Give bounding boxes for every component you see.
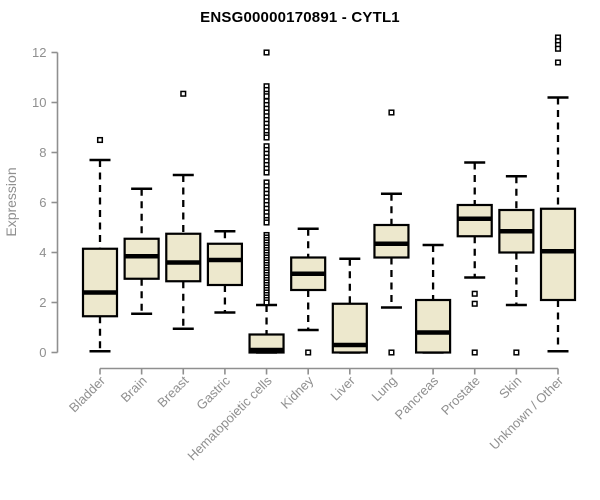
x-tick-label-skin: Skin: [496, 373, 524, 401]
x-tick-label-liver: Liver: [327, 373, 358, 404]
x-tick-label-prostate: Prostate: [438, 373, 483, 418]
box-brain: [123, 237, 160, 280]
y-tick-label: 6: [39, 195, 46, 210]
outlier-hematopoietic-cells: [263, 169, 270, 176]
outlier-breast: [180, 90, 187, 97]
y-tick-label: 8: [39, 145, 46, 160]
outlier-lung: [388, 349, 395, 356]
outlier-bladder: [96, 136, 104, 144]
box-bladder: [81, 247, 119, 318]
outlier-lung: [388, 109, 395, 116]
outlier-hematopoietic-cells: [263, 299, 270, 306]
y-tick-label: 10: [32, 95, 46, 110]
outlier-unknown-other: [554, 45, 562, 52]
x-tick-label-pancreas: Pancreas: [392, 373, 442, 423]
box-gastric: [206, 242, 244, 287]
box-breast: [165, 232, 202, 283]
box-lung: [373, 223, 410, 259]
outlier-unknown-other: [554, 59, 562, 66]
x-tick-label-unknown-other: Unknown / Other: [487, 373, 567, 453]
x-tick-label-lung: Lung: [369, 373, 400, 404]
x-tick-label-bladder: Bladder: [66, 373, 109, 416]
outlier-hematopoietic-cells: [263, 134, 270, 141]
outlier-prostate: [471, 290, 478, 297]
box-unknown-other: [539, 207, 577, 302]
x-tick-label-brain: Brain: [118, 373, 150, 405]
outlier-hematopoietic-cells: [263, 93, 270, 100]
y-tick-label: 0: [39, 345, 46, 360]
outlier-skin: [513, 349, 520, 356]
y-tick-label: 4: [39, 245, 46, 260]
x-tick-label-gastric: Gastric: [193, 373, 233, 413]
x-tick-label-kidney: Kidney: [278, 373, 317, 412]
outlier-prostate: [471, 349, 478, 356]
y-tick-label: 2: [39, 295, 46, 310]
outlier-hematopoietic-cells: [263, 49, 270, 56]
x-tick-label-breast: Breast: [154, 373, 191, 410]
box-pancreas: [414, 298, 452, 354]
outlier-kidney: [305, 349, 312, 356]
chart-title: ENSG00000170891 - CYTL1: [200, 9, 400, 26]
outlier-prostate: [471, 300, 478, 307]
y-tick-label: 12: [32, 45, 46, 60]
outlier-hematopoietic-cells: [263, 219, 270, 226]
